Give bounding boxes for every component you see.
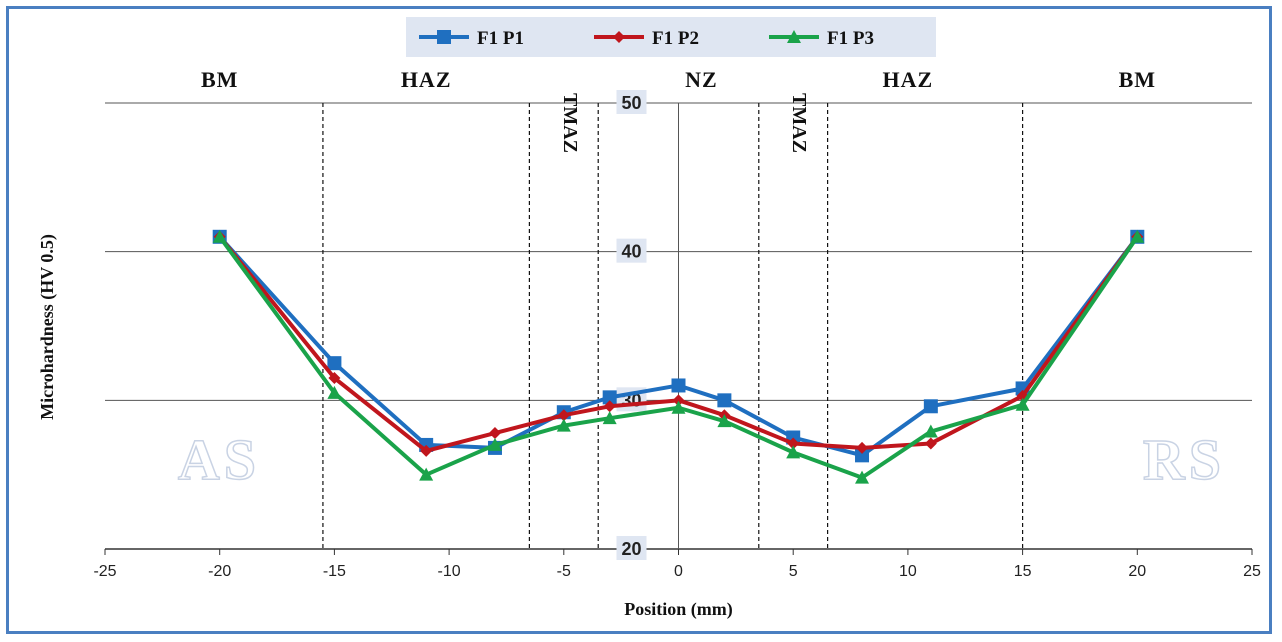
legend-label-1: F1 P2 bbox=[652, 28, 699, 49]
legend-label-2: F1 P3 bbox=[827, 28, 874, 49]
series-1-point-3 bbox=[488, 427, 501, 440]
series-1-point-6 bbox=[672, 394, 685, 407]
y-axis-title: Microhardness (HV 0.5) bbox=[37, 234, 58, 420]
legend-marker-2 bbox=[787, 30, 801, 43]
y-tick-label-0: 20 bbox=[621, 539, 641, 559]
series-1-point-9 bbox=[856, 441, 869, 454]
series-2-point-7 bbox=[717, 414, 732, 428]
x-tick-label-1: -20 bbox=[208, 563, 231, 580]
series-1-point-4 bbox=[557, 409, 570, 422]
chart-frame: -25 -20 -15 -10 -5 0 5 10 15 20 25 20 30 40 50 Position… bbox=[6, 6, 1272, 634]
series-1-point-8 bbox=[787, 437, 800, 450]
series-1-point-5 bbox=[603, 400, 616, 413]
series-0-point-9 bbox=[855, 448, 870, 463]
x-tick-label-9: 20 bbox=[1128, 563, 1146, 580]
series-2-point-11 bbox=[1015, 397, 1030, 411]
x-tick-label-4: -5 bbox=[557, 563, 571, 580]
series-0-point-1 bbox=[327, 356, 342, 371]
zone-label-6: BM bbox=[1119, 67, 1156, 92]
series-2-point-10 bbox=[923, 424, 938, 438]
series-2-point-8 bbox=[786, 445, 801, 459]
x-tick-label-8: 15 bbox=[1014, 563, 1032, 580]
series-1-point-1 bbox=[328, 372, 341, 385]
zone-label-2: TMAZ bbox=[559, 93, 581, 153]
series-0-point-7 bbox=[717, 393, 732, 408]
x-tick-label-10: 25 bbox=[1243, 563, 1261, 580]
series-2-point-1 bbox=[327, 385, 342, 399]
y-tick-label-2: 40 bbox=[621, 242, 641, 262]
x-axis-title: Position (mm) bbox=[624, 599, 732, 620]
series-1-point-2 bbox=[420, 444, 433, 457]
zone-label-3: NZ bbox=[685, 67, 718, 92]
x-tick-label-5: 0 bbox=[674, 563, 683, 580]
series-2-point-3 bbox=[487, 437, 502, 451]
legend-label-0: F1 P1 bbox=[477, 28, 524, 49]
legend-marker-1 bbox=[613, 31, 625, 43]
x-tick-label-6: 5 bbox=[789, 563, 798, 580]
zone-label-5: HAZ bbox=[883, 67, 934, 92]
series-1-point-10 bbox=[924, 437, 937, 450]
legend-box bbox=[406, 17, 936, 57]
legend-marker-0 bbox=[437, 30, 451, 44]
series-0-point-5 bbox=[602, 390, 617, 405]
x-tick-label-3: -10 bbox=[438, 563, 461, 580]
advancing-side-label: AS bbox=[178, 427, 260, 492]
series-2-point-0 bbox=[212, 229, 227, 243]
retreating-side-label: RS bbox=[1143, 427, 1225, 492]
series-2-point-4 bbox=[556, 418, 571, 432]
y-tick-bg-2 bbox=[616, 238, 647, 263]
series-2-point-12 bbox=[1130, 229, 1145, 243]
hardness-chart: -25 -20 -15 -10 -5 0 5 10 15 20 2520304050Position… bbox=[37, 17, 1261, 620]
series-2-point-6 bbox=[671, 400, 686, 414]
y-tick-bg-0 bbox=[616, 536, 647, 560]
series-2-point-5 bbox=[602, 411, 617, 425]
series-0-point-6 bbox=[671, 378, 686, 393]
y-tick-bg-3 bbox=[616, 90, 647, 114]
zone-label-4: TMAZ bbox=[788, 93, 810, 153]
y-tick-label-3: 50 bbox=[621, 93, 641, 113]
series-0-point-10 bbox=[923, 399, 938, 414]
zone-label-1: HAZ bbox=[401, 67, 452, 92]
x-tick-label-7: 10 bbox=[899, 563, 917, 580]
series-2-point-9 bbox=[855, 470, 870, 484]
x-tick-label-2: -15 bbox=[323, 563, 346, 580]
zone-label-0: BM bbox=[201, 67, 238, 92]
x-tick-label-0: -25 bbox=[93, 563, 116, 580]
series-2-point-2 bbox=[419, 467, 434, 481]
